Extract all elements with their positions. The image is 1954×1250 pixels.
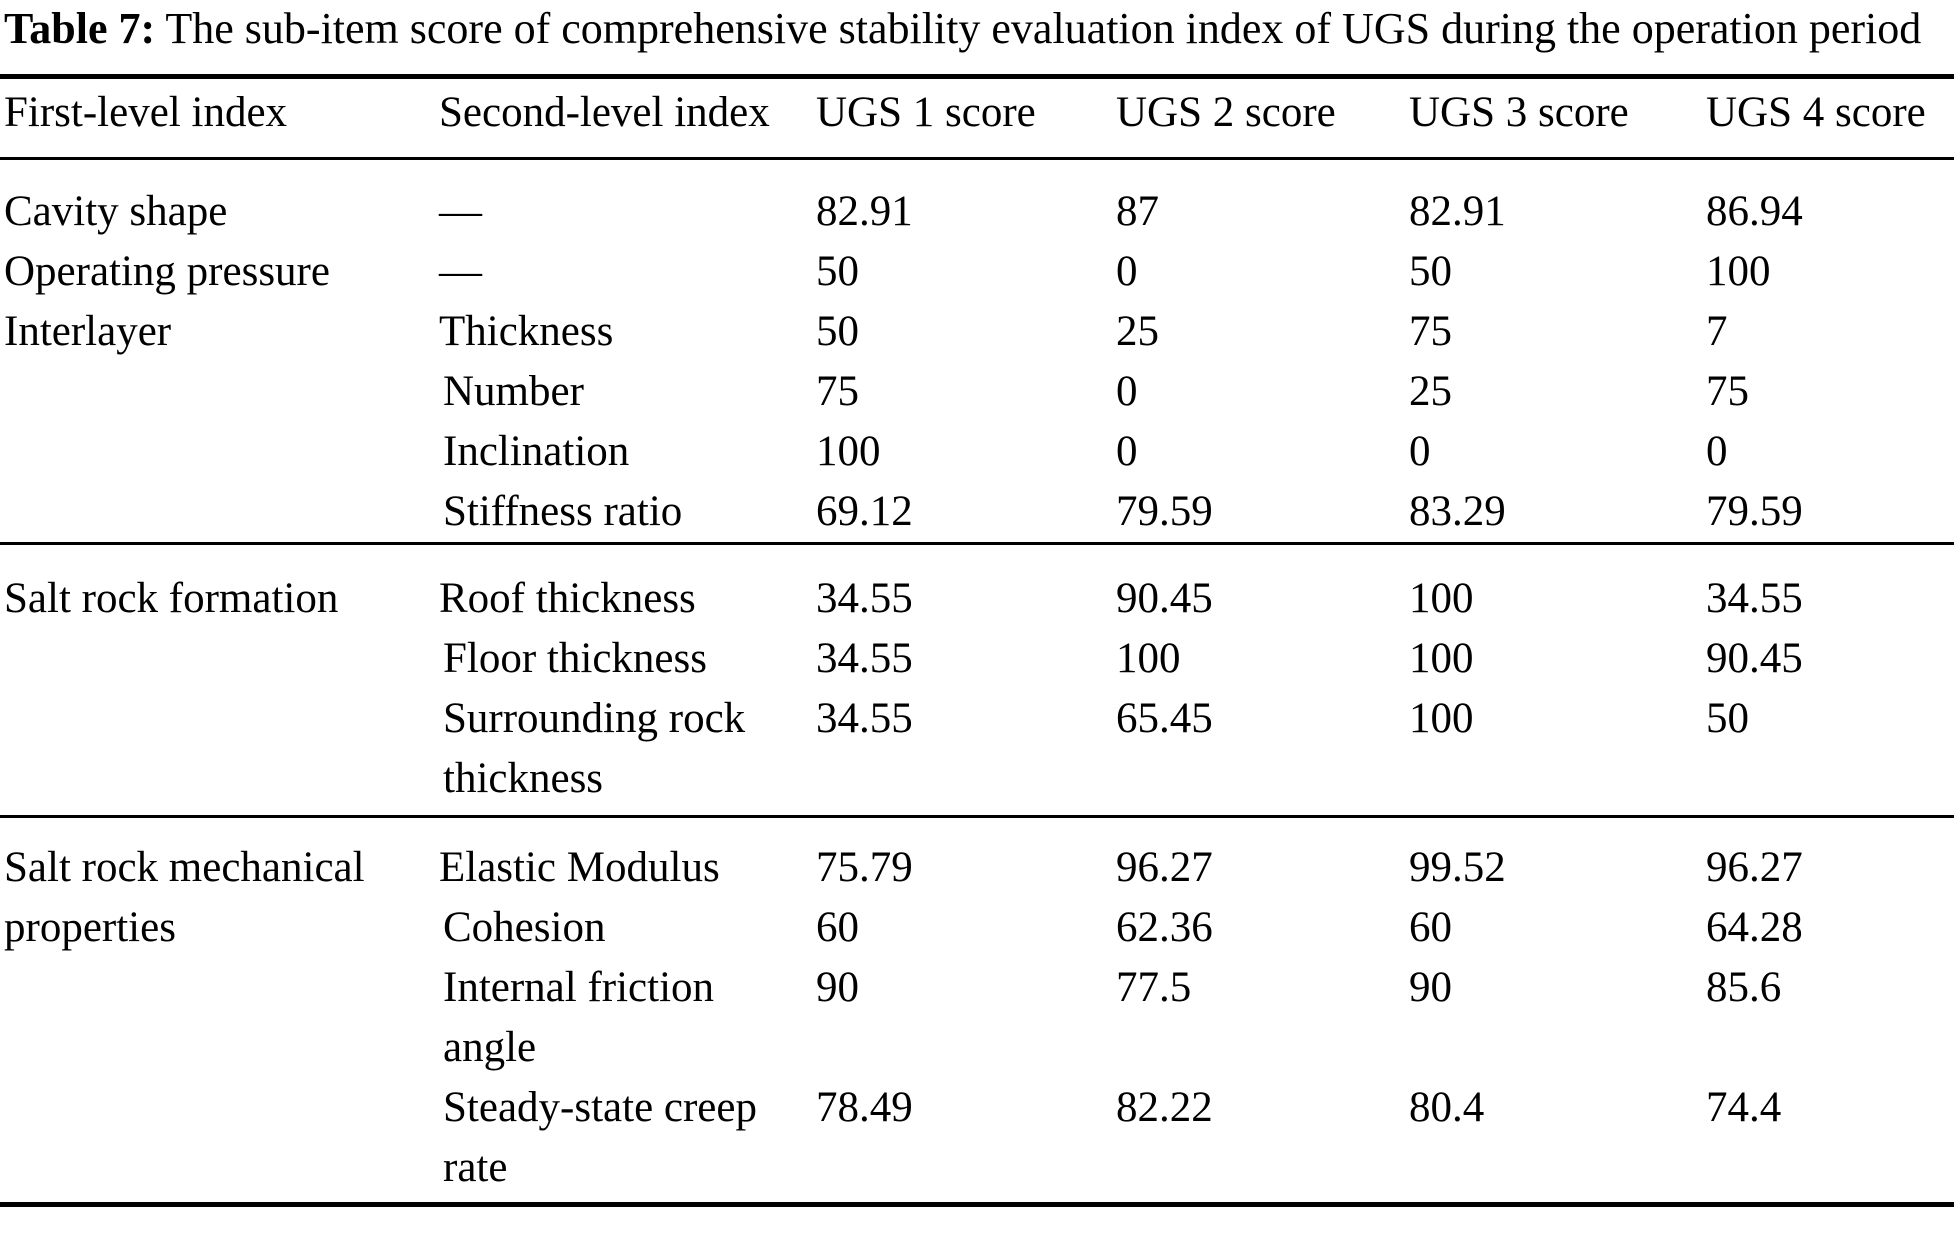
cell-score-ugs4: 75 <box>1706 368 1749 415</box>
column-header-second-level: Second-level index <box>439 89 770 136</box>
cell-score-ugs3: 25 <box>1409 368 1452 415</box>
cell-score-ugs4: 90.45 <box>1706 635 1803 682</box>
cell-score-ugs2: 62.36 <box>1116 904 1213 951</box>
cell-score-ugs2: 65.45 <box>1116 695 1213 742</box>
cell-first-level: Salt rock formation <box>4 575 339 622</box>
table-row: Steady-state creep rate 78.49 82.22 80.4… <box>0 1078 1954 1205</box>
cell-score-ugs2: 87 <box>1116 188 1159 235</box>
cell-score-ugs3: 82.91 <box>1409 188 1506 235</box>
column-header-ugs2: UGS 2 score <box>1116 89 1336 136</box>
cell-score-ugs1: 34.55 <box>816 635 913 682</box>
cell-score-ugs3: 99.52 <box>1409 844 1506 891</box>
cell-second-level: Inclination <box>443 428 630 475</box>
section-salt-rock-mechanical: Salt rock mechanical properties Elastic … <box>0 817 1954 1205</box>
cell-first-level: Operating pressure <box>4 248 330 295</box>
cell-score-ugs1: 34.55 <box>816 695 913 742</box>
cell-score-ugs2: 25 <box>1116 308 1159 355</box>
cell-score-ugs2: 0 <box>1116 428 1138 475</box>
cell-second-level: Surrounding rock thickness <box>443 695 746 802</box>
cell-score-ugs4: 0 <box>1706 428 1728 475</box>
cell-score-ugs3: 75 <box>1409 308 1452 355</box>
cell-score-ugs4: 50 <box>1706 695 1749 742</box>
cell-score-ugs1: 69.12 <box>816 488 913 535</box>
cell-score-ugs4: 79.59 <box>1706 488 1803 535</box>
column-header-first-level: First-level index <box>4 89 288 136</box>
cell-score-ugs4: 34.55 <box>1706 575 1803 622</box>
table-caption: Table 7: The sub-item score of comprehen… <box>0 0 1954 55</box>
cell-score-ugs1: 75 <box>816 368 859 415</box>
cell-score-ugs4: 64.28 <box>1706 904 1803 951</box>
cell-score-ugs3: 50 <box>1409 248 1452 295</box>
column-header-ugs4: UGS 4 score <box>1706 89 1926 136</box>
section-interlayer: Cavity shape — 82.91 87 82.91 86.94 Oper… <box>0 159 1954 544</box>
column-header-ugs1: UGS 1 score <box>816 89 1036 136</box>
table-row: Floor thickness 34.55 100 100 90.45 <box>0 629 1954 689</box>
cell-score-ugs2: 82.22 <box>1116 1084 1213 1131</box>
table-row: Cohesion 60 62.36 60 64.28 <box>0 898 1954 958</box>
cell-score-ugs3: 100 <box>1409 695 1474 742</box>
cell-first-level: Interlayer <box>4 308 172 355</box>
cell-score-ugs2: 96.27 <box>1116 844 1213 891</box>
table-caption-text: The sub-item score of comprehensive stab… <box>155 4 1922 53</box>
cell-score-ugs1: 50 <box>816 248 859 295</box>
table-row: Interlayer Thickness 50 25 75 7 <box>0 302 1954 362</box>
cell-score-ugs4: 86.94 <box>1706 188 1803 235</box>
cell-score-ugs1: 100 <box>816 428 881 475</box>
table-row: Inclination 100 0 0 0 <box>0 422 1954 482</box>
cell-score-ugs4: 100 <box>1706 248 1771 295</box>
cell-second-level: Roof thickness <box>439 575 696 622</box>
table-row: Operating pressure — 50 0 50 100 <box>0 242 1954 302</box>
cell-second-level: Floor thickness <box>443 635 707 682</box>
cell-score-ugs4: 7 <box>1706 308 1728 355</box>
cell-score-ugs3: 60 <box>1409 904 1452 951</box>
cell-score-ugs1: 82.91 <box>816 188 913 235</box>
cell-score-ugs2: 90.45 <box>1116 575 1213 622</box>
cell-second-level: Internal friction angle <box>443 964 715 1071</box>
cell-score-ugs1: 90 <box>816 964 859 1011</box>
cell-second-level: Thickness <box>439 308 614 355</box>
section-salt-rock-formation: Salt rock formation Roof thickness 34.55… <box>0 544 1954 817</box>
score-table: First-level index Second-level index UGS… <box>0 74 1954 1207</box>
cell-second-level: Stiffness ratio <box>443 488 683 535</box>
table-row: Internal friction angle 90 77.5 90 85.6 <box>0 958 1954 1078</box>
table-header-row: First-level index Second-level index UGS… <box>0 76 1954 159</box>
cell-second-level: Elastic Modulus <box>439 844 720 891</box>
cell-score-ugs3: 80.4 <box>1409 1084 1485 1131</box>
cell-second-level: Cohesion <box>443 904 606 951</box>
column-header-ugs3: UGS 3 score <box>1409 89 1629 136</box>
cell-score-ugs1: 75.79 <box>816 844 913 891</box>
cell-score-ugs2: 77.5 <box>1116 964 1192 1011</box>
table-row: Cavity shape — 82.91 87 82.91 86.94 <box>0 159 1954 243</box>
cell-score-ugs4: 85.6 <box>1706 964 1782 1011</box>
cell-second-level: — <box>439 188 482 235</box>
table-row: Surrounding rock thickness 34.55 65.45 1… <box>0 689 1954 817</box>
cell-score-ugs1: 50 <box>816 308 859 355</box>
cell-second-level: Number <box>443 368 584 415</box>
table-row: Stiffness ratio 69.12 79.59 83.29 79.59 <box>0 482 1954 544</box>
cell-score-ugs2: 0 <box>1116 248 1138 295</box>
table-caption-label: Table 7: <box>4 4 156 53</box>
cell-score-ugs1: 34.55 <box>816 575 913 622</box>
cell-score-ugs2: 100 <box>1116 635 1181 682</box>
cell-score-ugs4: 96.27 <box>1706 844 1803 891</box>
cell-score-ugs3: 83.29 <box>1409 488 1506 535</box>
cell-second-level: Steady-state creep rate <box>443 1084 757 1191</box>
cell-first-level: Salt rock mechanical properties <box>4 844 365 951</box>
cell-second-level: — <box>439 248 482 295</box>
table-row: Salt rock formation Roof thickness 34.55… <box>0 544 1954 630</box>
cell-score-ugs3: 0 <box>1409 428 1431 475</box>
cell-score-ugs3: 90 <box>1409 964 1452 1011</box>
table-row: First-level index Second-level index UGS… <box>0 77 1954 159</box>
table-row: Number 75 0 25 75 <box>0 362 1954 422</box>
cell-score-ugs2: 0 <box>1116 368 1138 415</box>
cell-score-ugs4: 74.4 <box>1706 1084 1782 1131</box>
table-row: Salt rock mechanical properties Elastic … <box>0 817 1954 951</box>
cell-score-ugs2: 79.59 <box>1116 488 1213 535</box>
cell-score-ugs3: 100 <box>1409 575 1474 622</box>
cell-score-ugs1: 78.49 <box>816 1084 913 1131</box>
cell-score-ugs3: 100 <box>1409 635 1474 682</box>
cell-first-level: Cavity shape <box>4 188 228 235</box>
cell-score-ugs1: 60 <box>816 904 859 951</box>
